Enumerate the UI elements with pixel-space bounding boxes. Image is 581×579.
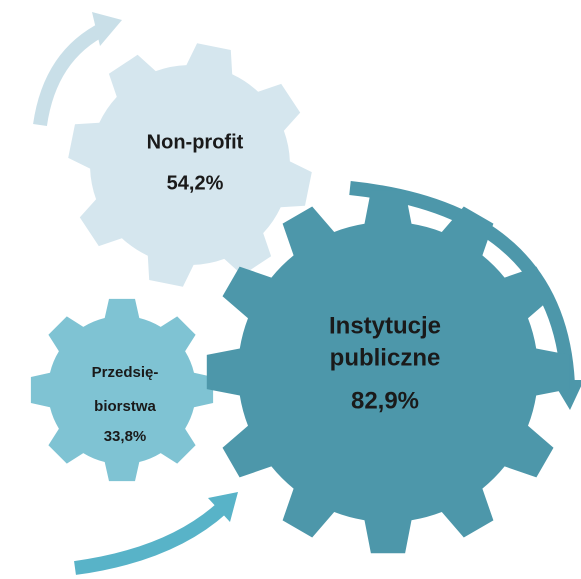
gear [30,298,214,482]
node-label: Przedsię- [92,364,159,381]
node-label: Non-profit [147,131,244,153]
arrow-head [92,12,122,46]
arrow-bottom [74,502,227,575]
gear [206,190,570,554]
arrow-head [208,492,238,522]
arrow-top-left [33,21,109,127]
node-value: 33,8% [104,428,147,445]
labels: Non-profit 54,2% Instytucje publiczne 82… [92,131,441,445]
node-label: biorstwa [94,398,156,415]
node-value: 82,9% [351,387,419,414]
gear [68,43,312,287]
gears [30,43,570,554]
node-value: 54,2% [167,172,224,194]
node-label: Instytucje [329,312,441,339]
node-label: publiczne [330,344,441,371]
